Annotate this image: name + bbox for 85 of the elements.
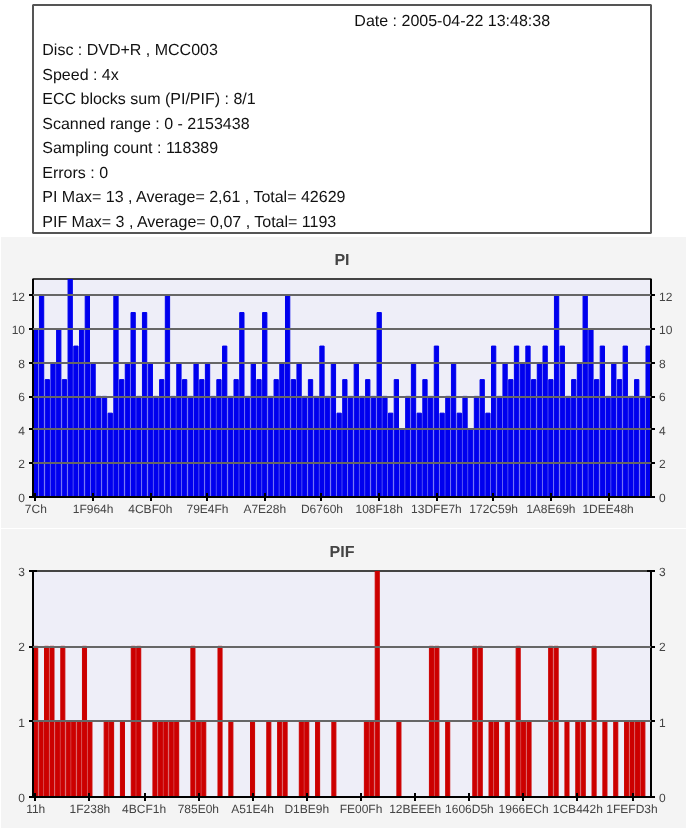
text: Sampling count : 118389: [42, 139, 220, 158]
bar: [365, 379, 371, 497]
bar: [49, 645, 55, 797]
bar: [193, 362, 199, 497]
bar: [553, 645, 559, 797]
bar: [130, 645, 136, 797]
bar: [542, 345, 548, 497]
bar: [493, 721, 500, 797]
bar: [479, 379, 485, 497]
bar: [376, 312, 382, 497]
text: Date : 2005-04-22 13:48:38: [354, 11, 552, 30]
bar: [119, 721, 125, 797]
bar: [422, 379, 428, 497]
bar: [176, 362, 182, 497]
bar: [163, 721, 169, 797]
bar: [103, 721, 109, 797]
bar: [201, 721, 207, 797]
bar: [315, 721, 321, 797]
text: ECC blocks sum (PI/PIF) : 8/1: [42, 90, 257, 109]
bar: [282, 721, 288, 797]
bar: [488, 721, 494, 797]
bar: [363, 721, 369, 797]
bar: [624, 721, 630, 797]
bar: [331, 721, 337, 797]
text: Disc : DVD+R , MCC003: [42, 41, 219, 60]
bar: [190, 645, 196, 797]
bar: [374, 571, 380, 797]
bar: [591, 645, 597, 797]
text: Scanned range : 0 - 2153438: [42, 114, 251, 133]
bar: [525, 345, 531, 497]
bar: [228, 721, 234, 797]
bar: [575, 721, 581, 797]
bar: [580, 721, 586, 797]
bar: [611, 362, 617, 497]
text: Speed : 4x: [42, 65, 119, 84]
bar: [462, 395, 468, 497]
bar: [634, 721, 640, 797]
bar: [296, 362, 302, 497]
bar: [174, 721, 180, 797]
bar: [168, 721, 174, 797]
text: PI Max= 13 , Average= 2,61 , Total= 42629: [42, 188, 347, 207]
bar: [130, 312, 136, 497]
bar: [250, 721, 256, 797]
bar: [342, 379, 348, 497]
bar: [56, 328, 62, 497]
bar: [277, 721, 283, 797]
bar: [304, 721, 310, 797]
text: Errors : 0: [42, 163, 110, 182]
bar: [152, 721, 158, 797]
bar: [298, 721, 304, 797]
chart-title: PIF: [329, 543, 355, 561]
bar: [262, 312, 268, 497]
bar: [613, 721, 619, 797]
bar: [266, 721, 272, 797]
bar: [564, 721, 570, 797]
bar: [434, 645, 440, 797]
bar: [81, 645, 88, 797]
bar: [472, 645, 478, 797]
bar: [109, 721, 115, 797]
bar: [44, 645, 50, 797]
bar: [319, 345, 325, 497]
bar: [515, 645, 521, 797]
bar: [445, 721, 451, 797]
text: PIF Max= 3 , Average= 0,07 , Total= 1193: [42, 212, 338, 231]
bar: [629, 721, 635, 797]
bar: [428, 645, 434, 797]
bar: [157, 721, 163, 797]
bar: [477, 645, 483, 797]
bar: [526, 721, 532, 797]
bar: [504, 721, 510, 797]
bar: [548, 645, 554, 797]
bar: [217, 645, 223, 797]
bar: [239, 312, 245, 497]
chart-title: PI: [334, 251, 350, 269]
bar: [71, 721, 77, 797]
bar: [60, 645, 66, 797]
bar: [602, 721, 608, 797]
bar: [113, 295, 119, 497]
bar: [582, 295, 588, 497]
bar: [502, 362, 508, 497]
bar: [622, 345, 628, 497]
bar: [67, 279, 73, 497]
bar: [396, 721, 402, 797]
bar: [136, 645, 142, 797]
bar: [640, 721, 646, 797]
